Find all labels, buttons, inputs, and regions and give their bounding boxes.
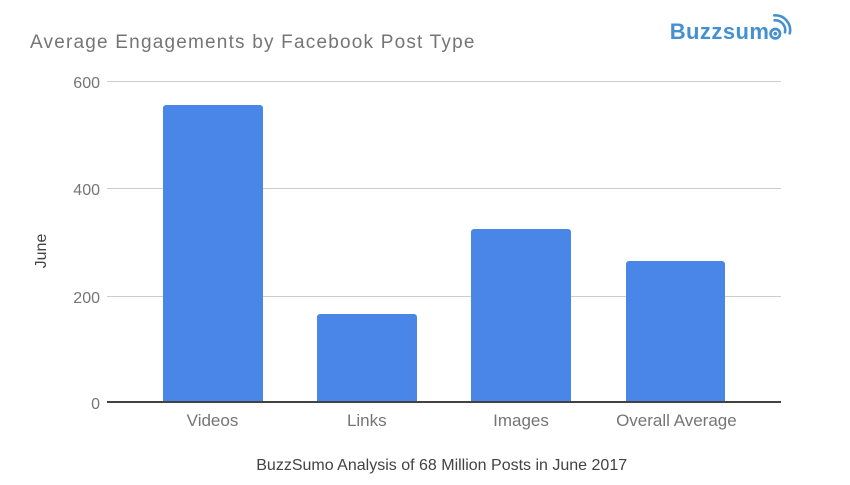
svg-text:Buzzsum: Buzzsum	[670, 19, 770, 44]
